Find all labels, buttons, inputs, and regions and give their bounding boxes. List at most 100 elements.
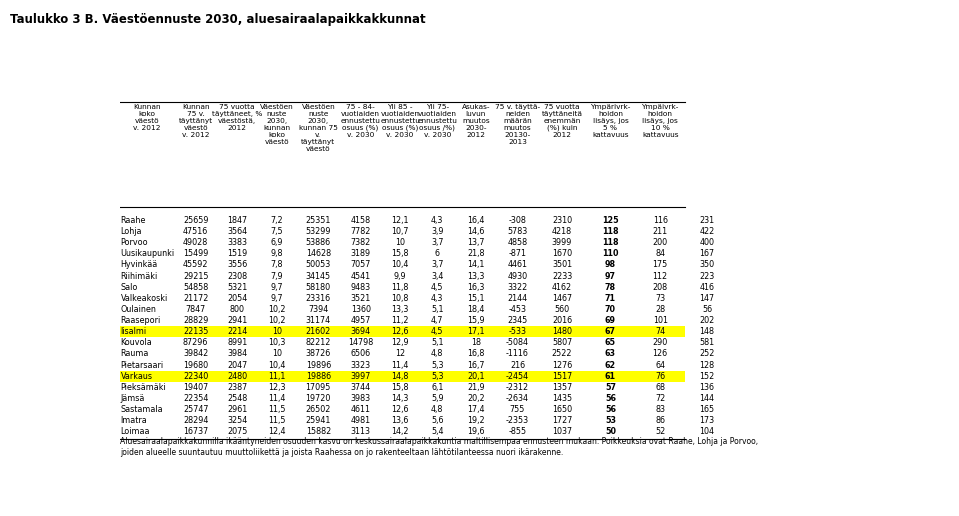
Text: 2214: 2214 xyxy=(227,327,247,336)
Text: 4541: 4541 xyxy=(351,271,371,281)
Text: 3501: 3501 xyxy=(552,261,573,269)
Text: 28829: 28829 xyxy=(183,316,208,325)
Text: 118: 118 xyxy=(602,238,619,247)
Text: 50053: 50053 xyxy=(306,261,331,269)
Text: 2016: 2016 xyxy=(552,316,573,325)
Text: 4930: 4930 xyxy=(507,271,527,281)
Text: 6: 6 xyxy=(434,249,440,259)
Text: Kunnan
75 v.
täyttänyt
väestö
v. 2012: Kunnan 75 v. täyttänyt väestö v. 2012 xyxy=(178,104,213,138)
Text: 29215: 29215 xyxy=(183,271,208,281)
Text: 10,8: 10,8 xyxy=(391,294,409,303)
Text: 7,2: 7,2 xyxy=(270,216,283,225)
Text: 11,2: 11,2 xyxy=(391,316,409,325)
Text: 1480: 1480 xyxy=(552,327,573,336)
Text: 63: 63 xyxy=(605,349,616,359)
Text: 25659: 25659 xyxy=(183,216,208,225)
Text: 101: 101 xyxy=(653,316,667,325)
Text: Uusikaupunki: Uusikaupunki xyxy=(121,249,175,259)
Text: 28: 28 xyxy=(655,305,666,314)
Text: 19,6: 19,6 xyxy=(467,427,484,437)
Text: 65: 65 xyxy=(605,338,616,347)
Text: 2548: 2548 xyxy=(227,394,247,403)
Text: 18,4: 18,4 xyxy=(467,305,484,314)
Text: -1116: -1116 xyxy=(506,349,529,359)
Text: 3,9: 3,9 xyxy=(431,227,443,236)
Text: 15882: 15882 xyxy=(306,427,331,437)
Text: 11,1: 11,1 xyxy=(268,372,286,381)
Text: 5783: 5783 xyxy=(507,227,527,236)
Text: 5,4: 5,4 xyxy=(431,427,443,437)
Text: 7847: 7847 xyxy=(185,305,206,314)
Text: 34145: 34145 xyxy=(306,271,331,281)
Text: 39842: 39842 xyxy=(183,349,208,359)
Text: 5,1: 5,1 xyxy=(431,338,443,347)
Text: 5321: 5321 xyxy=(227,283,247,292)
Text: 2310: 2310 xyxy=(552,216,573,225)
Text: 126: 126 xyxy=(653,349,667,359)
Text: Lohja: Lohja xyxy=(121,227,142,236)
Text: 8991: 8991 xyxy=(227,338,247,347)
Text: 86: 86 xyxy=(655,416,666,425)
Text: 4162: 4162 xyxy=(552,283,573,292)
Text: Asukas-
luvun
muutos
2030-
2012: Asukas- luvun muutos 2030- 2012 xyxy=(461,104,490,138)
Text: 23316: 23316 xyxy=(306,294,331,303)
Text: 20,2: 20,2 xyxy=(467,394,484,403)
Text: 125: 125 xyxy=(602,216,619,225)
Text: -533: -533 xyxy=(508,327,526,336)
Text: 3984: 3984 xyxy=(227,349,247,359)
Text: 13,6: 13,6 xyxy=(391,416,409,425)
Text: 12,3: 12,3 xyxy=(268,383,286,392)
Text: Varkaus: Varkaus xyxy=(121,372,152,381)
Text: 13,7: 13,7 xyxy=(467,238,484,247)
Text: 13,3: 13,3 xyxy=(391,305,409,314)
Text: 14,6: 14,6 xyxy=(467,227,484,236)
Text: 15,1: 15,1 xyxy=(467,294,484,303)
Text: 2308: 2308 xyxy=(227,271,247,281)
Text: 2961: 2961 xyxy=(227,405,247,414)
Text: 14,2: 14,2 xyxy=(391,427,409,437)
Text: Raasepori: Raasepori xyxy=(121,316,161,325)
Text: 98: 98 xyxy=(605,261,616,269)
Text: Salo: Salo xyxy=(121,283,138,292)
Text: Väestöen
nuste
2030,
kunnan
koko
väestö: Väestöen nuste 2030, kunnan koko väestö xyxy=(260,104,293,144)
Text: 755: 755 xyxy=(510,405,526,414)
Text: 97: 97 xyxy=(605,271,616,281)
Text: Porvoo: Porvoo xyxy=(121,238,149,247)
Text: 15,9: 15,9 xyxy=(467,316,484,325)
Text: Oulainen: Oulainen xyxy=(121,305,156,314)
Text: 147: 147 xyxy=(699,294,714,303)
Text: 22340: 22340 xyxy=(183,372,208,381)
Text: 7782: 7782 xyxy=(350,227,371,236)
Text: Rauma: Rauma xyxy=(121,349,149,359)
Text: 64: 64 xyxy=(655,361,666,369)
Text: 6,9: 6,9 xyxy=(270,238,283,247)
Text: Sastamala: Sastamala xyxy=(121,405,163,414)
Text: 144: 144 xyxy=(699,394,714,403)
Text: -855: -855 xyxy=(508,427,526,437)
Text: 53: 53 xyxy=(605,416,616,425)
Text: 7382: 7382 xyxy=(351,238,371,247)
Text: 1467: 1467 xyxy=(552,294,573,303)
Text: 71: 71 xyxy=(605,294,616,303)
Text: 6,1: 6,1 xyxy=(431,383,443,392)
Text: Väestöen
nuste
2030,
kunnan 75
v.
täyttänyt
väestö: Väestöen nuste 2030, kunnan 75 v. täyttä… xyxy=(299,104,338,152)
Text: 25351: 25351 xyxy=(306,216,331,225)
Text: 22354: 22354 xyxy=(183,394,208,403)
Text: 11,4: 11,4 xyxy=(391,361,409,369)
Text: 21602: 21602 xyxy=(306,327,331,336)
Text: 1360: 1360 xyxy=(351,305,371,314)
Text: 5,9: 5,9 xyxy=(431,394,444,403)
Text: 21,9: 21,9 xyxy=(467,383,484,392)
Text: 3997: 3997 xyxy=(350,372,371,381)
Text: 28294: 28294 xyxy=(183,416,208,425)
Text: 3564: 3564 xyxy=(227,227,247,236)
Text: 3189: 3189 xyxy=(351,249,371,259)
Text: Loimaa: Loimaa xyxy=(121,427,151,437)
Text: Ympäivrk-
hoidon
lisäys, jos
10 %
kattavuus: Ympäivrk- hoidon lisäys, jos 10 % kattav… xyxy=(642,104,679,138)
Text: 50: 50 xyxy=(605,427,616,437)
Text: 49028: 49028 xyxy=(183,238,208,247)
Text: 3983: 3983 xyxy=(351,394,371,403)
Text: Iisalmi: Iisalmi xyxy=(121,327,147,336)
Text: 4,8: 4,8 xyxy=(431,349,443,359)
Text: 4,5: 4,5 xyxy=(431,327,443,336)
